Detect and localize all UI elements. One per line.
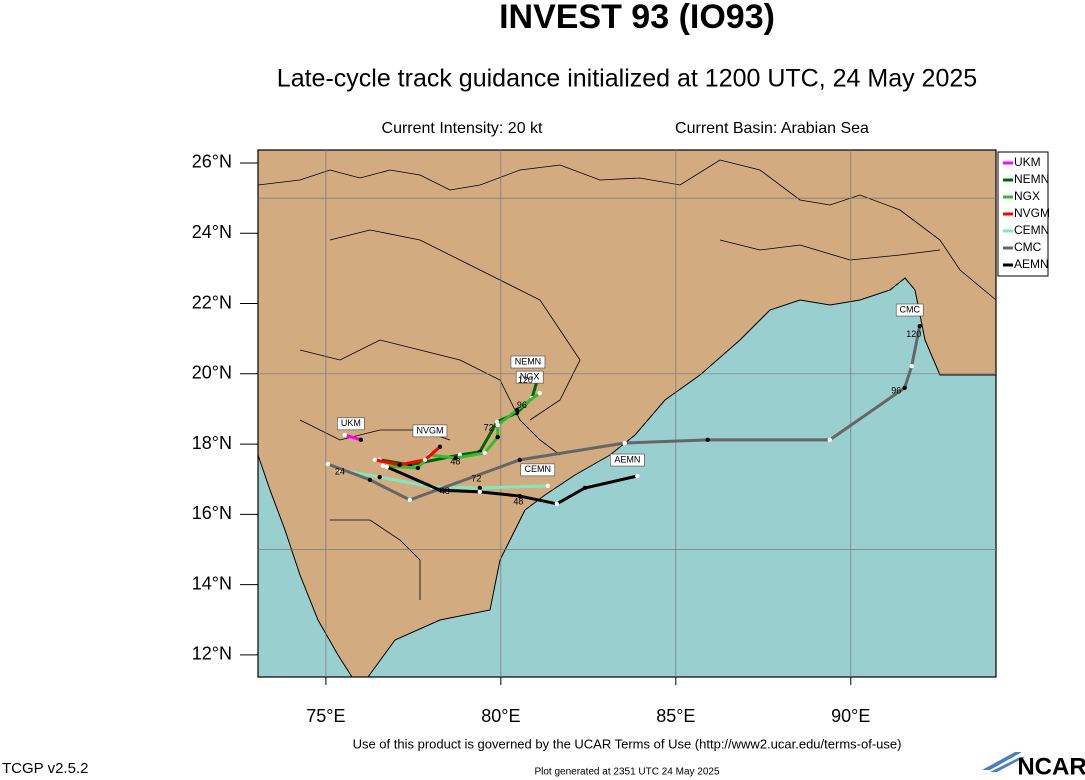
x-tick-label: 75°E [306,706,345,726]
track-point [917,323,922,329]
track-point [325,461,331,467]
track-point [582,485,588,491]
track-point [372,457,378,463]
y-tick-label: 20°N [192,363,232,383]
track-point [437,487,443,493]
map-frame [257,149,997,678]
track-point [437,444,443,450]
forecast-hour: 120 [906,329,921,339]
legend-label: NVGM [1014,206,1050,220]
y-tick-label: 18°N [192,433,232,453]
track-label: NVGM [416,425,443,435]
track-point [380,463,386,469]
track-point [517,493,522,499]
track-point [407,497,413,503]
forecast-hour: 120 [518,375,533,385]
forecast-hour: 24 [335,467,345,477]
y-tick-label: 26°N [192,152,232,172]
ncar-logo: NCAR [982,752,1085,780]
y-tick-label: 24°N [192,222,232,242]
track-label: NGX [520,371,540,381]
track-point [545,483,550,489]
track-label-box [520,463,556,477]
track-point [514,407,520,413]
track-point [482,450,487,456]
legend-label: NGX [1014,189,1040,203]
info-basin: Current Basin: Arabian Sea [675,120,869,137]
track-point [397,462,402,467]
track-label: NEMN [515,356,542,366]
version: TCGP v2.5.2 [2,760,88,777]
track-point [495,434,500,440]
logo-text: NCAR [1017,753,1085,780]
legend-label: CMC [1014,240,1042,254]
track-label-box [895,303,924,317]
track-label-box [610,453,645,467]
legend-box [997,151,1049,277]
track-point [635,473,640,479]
track-point [705,437,710,443]
track-point [342,432,347,438]
forecast-hour: 72 [471,474,481,484]
x-tick-label: 90°E [831,706,870,726]
track-point [358,437,364,443]
forecast-hour: 48 [450,457,460,467]
legend-label: UKM [1014,155,1041,169]
track-point [909,363,914,369]
track-line [344,433,362,442]
footer-terms: Use of this product is governed by the U… [353,736,902,751]
forecast-hour: 96 [517,400,527,410]
legend-label: NEMN [1014,172,1049,186]
track-point [827,437,832,443]
track-label: CMC [899,304,920,314]
x-tick-label: 85°E [656,706,695,726]
track-line [374,445,441,467]
track-point [477,485,483,491]
track-line [327,325,922,502]
track-point [367,477,373,483]
track-point [377,474,382,480]
track-point [415,465,421,471]
track-label-box [515,370,544,384]
track-point [537,390,542,396]
track-label: CEMN [524,464,551,474]
track-label: AEMN [614,454,640,464]
track-point [554,501,560,506]
track-label-box [510,355,546,369]
y-tick-label: 12°N [192,644,232,664]
chart-subtitle: Late-cycle track guidance initialized at… [277,65,977,93]
track-point [477,489,483,495]
chart-title: INVEST 93 (IO93) [499,0,775,36]
y-tick-label: 14°N [192,573,232,593]
y-tick-label: 22°N [192,292,232,312]
track-point [422,457,428,463]
legend-label: AEMN [1014,257,1049,271]
info-intensity: Current Intensity: 20 kt [382,120,544,137]
map-base [258,150,996,677]
track-point [495,422,500,428]
x-tick-label: 80°E [481,706,520,726]
track-point [453,455,458,461]
track-point [517,457,522,463]
forecast-hour: 48 [513,496,523,506]
track-point [902,385,907,391]
track-point [622,440,627,446]
plot-layer: UKM NEMN NGX NVGM CEMN CMC AEMN 120 96 120 96 72 72 4… [258,150,996,677]
track-label-box [337,417,365,431]
forecast-hour: 96 [891,386,901,396]
legend-label: CEMN [1014,223,1049,237]
y-tick-label: 16°N [192,503,232,523]
track-point [384,464,389,470]
forecast-hour: 48 [440,486,450,496]
track-label-box [412,424,448,438]
generated: Plot generated at 2351 UTC 24 May 2025 [534,767,720,778]
forecast-hour: 72 [484,423,494,433]
track-label: UKM [341,418,361,428]
